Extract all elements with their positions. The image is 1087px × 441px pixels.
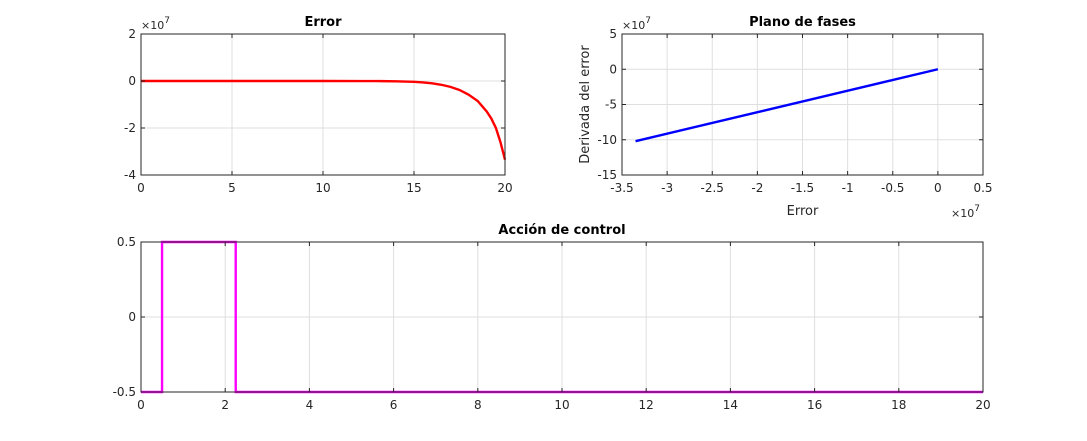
y-tick-label: -15 — [597, 168, 617, 182]
y-tick-label: 0 — [609, 62, 617, 76]
x-tick-label: 5 — [228, 181, 236, 195]
x-tick-label: 0 — [934, 181, 942, 195]
y-axis-label: Derivada del error — [578, 45, 593, 164]
x-tick-label: 18 — [891, 398, 906, 412]
chart-error: 0 5 10 15 20 -4 -2 0 2 Error ×107 — [124, 15, 513, 195]
y-tick-label: 0 — [128, 310, 136, 324]
y-tick-label: 2 — [128, 27, 136, 41]
x-tick-label: 6 — [390, 398, 398, 412]
x-exponent-label: ×107 — [951, 204, 980, 220]
x-tick-label: 16 — [807, 398, 822, 412]
y-tick-label: -2 — [124, 121, 136, 135]
x-tick-label: -3.5 — [610, 181, 633, 195]
y-tick-label: 0 — [128, 74, 136, 88]
y-tick-label: -10 — [597, 133, 617, 147]
x-tick-label: 2 — [221, 398, 229, 412]
x-axis-label: Error — [787, 204, 819, 219]
x-tick-label: 8 — [474, 398, 482, 412]
x-tick-label: 15 — [406, 181, 421, 195]
y-exponent-label: ×107 — [141, 16, 170, 32]
x-tick-label: 20 — [497, 181, 512, 195]
y-tick-label: -0.5 — [113, 385, 136, 399]
x-tick-label: 0 — [137, 181, 145, 195]
chart-title: Plano de fases — [749, 15, 856, 30]
y-tick-label: 5 — [609, 27, 617, 41]
x-tick-label: -0.5 — [881, 181, 904, 195]
chart-title: Acción de control — [498, 223, 625, 238]
y-tick-label: -4 — [124, 168, 136, 182]
x-tick-label: -1.5 — [791, 181, 814, 195]
x-tick-label: 10 — [315, 181, 330, 195]
chart-title: Error — [304, 15, 342, 30]
x-tick-label: -2 — [751, 181, 763, 195]
chart-phase: -3.5 -3 -2.5 -2 -1.5 -1 -0.5 0 0.5 -15 -10 -5 0 5 Plan… — [578, 15, 993, 220]
y-tick-label: -5 — [605, 98, 617, 112]
x-tick-label: 20 — [975, 398, 990, 412]
y-exponent-label: ×107 — [622, 16, 651, 32]
x-tick-label: 4 — [306, 398, 314, 412]
x-tick-label: -1 — [842, 181, 854, 195]
data-line — [141, 79, 507, 161]
y-tick-label: 0.5 — [117, 235, 136, 249]
x-tick-label: 0.5 — [973, 181, 992, 195]
x-tick-label: -3 — [661, 181, 673, 195]
data-line — [635, 68, 939, 143]
x-tick-label: 14 — [723, 398, 738, 412]
x-tick-label: 10 — [554, 398, 569, 412]
x-tick-label: -2.5 — [701, 181, 724, 195]
x-tick-label: 12 — [639, 398, 654, 412]
x-tick-label: 0 — [137, 398, 145, 412]
